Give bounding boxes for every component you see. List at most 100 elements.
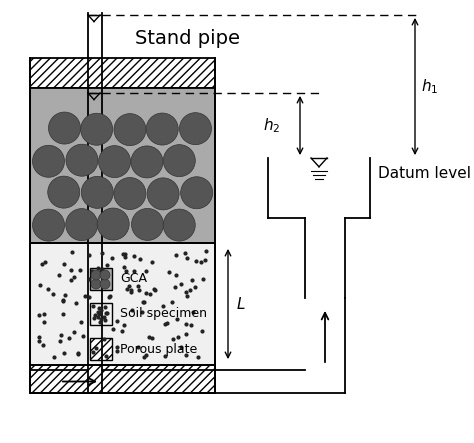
Bar (30, 365, 215, 393)
Point (107, 292, 114, 299)
Point (135, 286, 143, 293)
Text: $L$: $L$ (236, 296, 246, 312)
Point (89, 268, 96, 275)
Point (182, 250, 189, 257)
Point (134, 343, 142, 350)
Point (89, 303, 97, 310)
Point (91, 311, 98, 319)
Point (143, 351, 150, 358)
Point (51, 353, 58, 360)
Point (97, 316, 104, 323)
Text: $h_2$: $h_2$ (263, 116, 280, 135)
Point (201, 257, 209, 264)
Point (161, 321, 169, 328)
Point (182, 288, 189, 295)
Bar (30, 58, 215, 88)
Point (109, 326, 117, 333)
Point (183, 255, 191, 262)
Circle shape (131, 146, 163, 178)
Circle shape (81, 113, 113, 145)
Point (189, 308, 197, 315)
Bar (90, 268, 112, 290)
Point (113, 348, 120, 355)
Point (164, 319, 171, 326)
Point (173, 315, 181, 323)
Circle shape (164, 144, 195, 177)
Circle shape (146, 113, 178, 145)
Text: Datum level: Datum level (378, 166, 471, 180)
Point (120, 263, 128, 270)
Point (183, 292, 191, 299)
Circle shape (91, 270, 101, 280)
Point (38, 260, 46, 268)
Point (198, 328, 205, 335)
Circle shape (66, 144, 98, 176)
Point (118, 328, 126, 335)
Point (200, 275, 207, 282)
Point (85, 276, 92, 283)
Point (44, 286, 52, 293)
Circle shape (91, 279, 101, 289)
Point (162, 353, 169, 360)
Point (160, 303, 167, 310)
Circle shape (163, 209, 195, 241)
Point (98, 250, 105, 257)
Point (172, 272, 180, 279)
Point (39, 341, 47, 348)
Point (94, 265, 102, 272)
Circle shape (100, 270, 110, 280)
Point (77, 318, 85, 325)
Point (97, 319, 104, 326)
Point (113, 343, 121, 350)
Circle shape (114, 113, 146, 146)
Point (187, 321, 194, 328)
Point (146, 291, 154, 298)
Point (94, 314, 101, 321)
Point (202, 248, 210, 255)
Point (101, 317, 109, 324)
Point (138, 308, 146, 315)
Point (130, 252, 138, 259)
Point (169, 336, 176, 343)
Point (67, 266, 74, 273)
Circle shape (81, 176, 113, 208)
Point (168, 299, 176, 306)
Point (113, 317, 121, 324)
Point (75, 350, 82, 357)
Point (60, 350, 68, 357)
Point (85, 251, 93, 258)
Point (81, 292, 89, 299)
Point (121, 251, 128, 258)
Bar (30, 243, 215, 365)
Point (85, 293, 92, 300)
Point (174, 333, 182, 340)
Point (68, 249, 76, 256)
Point (137, 255, 144, 262)
Point (96, 309, 104, 316)
Point (182, 351, 190, 358)
Point (148, 259, 156, 266)
Point (95, 310, 103, 317)
Point (194, 353, 201, 360)
Point (71, 328, 78, 335)
Point (188, 276, 195, 283)
Point (72, 299, 80, 306)
Point (171, 284, 179, 291)
Point (177, 281, 184, 288)
Point (128, 307, 136, 314)
Circle shape (48, 176, 80, 208)
Point (67, 276, 74, 284)
Point (103, 309, 111, 316)
Point (60, 310, 67, 317)
Circle shape (48, 112, 81, 144)
Point (50, 290, 57, 297)
Point (127, 287, 134, 294)
Point (126, 283, 133, 290)
Point (123, 285, 130, 292)
Point (91, 315, 98, 322)
Point (192, 257, 200, 264)
Point (57, 332, 65, 339)
Point (92, 345, 100, 352)
Point (97, 306, 104, 313)
Text: GCA: GCA (120, 272, 147, 285)
